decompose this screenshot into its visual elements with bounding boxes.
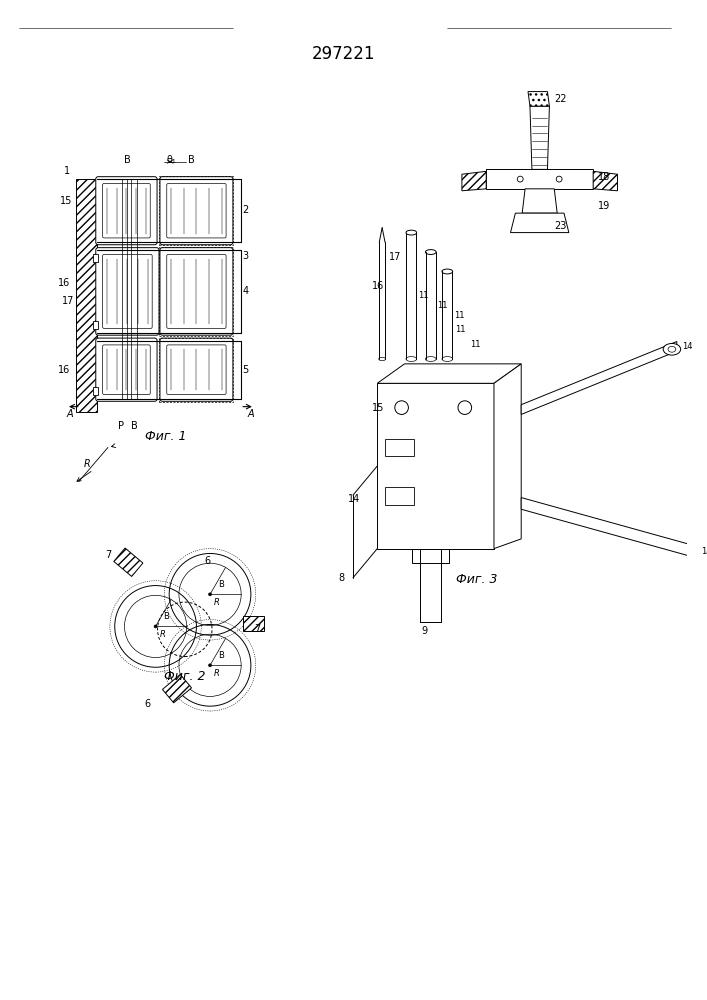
FancyBboxPatch shape bbox=[103, 254, 152, 328]
Text: Фиг. 2: Фиг. 2 bbox=[164, 670, 206, 683]
Polygon shape bbox=[494, 364, 521, 549]
Ellipse shape bbox=[668, 346, 676, 352]
FancyBboxPatch shape bbox=[160, 177, 233, 245]
FancyBboxPatch shape bbox=[160, 338, 233, 401]
Polygon shape bbox=[462, 171, 486, 191]
Text: B: B bbox=[187, 155, 194, 165]
Text: 18: 18 bbox=[598, 172, 610, 182]
Text: 8: 8 bbox=[339, 573, 344, 583]
Bar bbox=[385, 487, 414, 505]
Text: 11: 11 bbox=[455, 325, 466, 334]
Text: B: B bbox=[124, 155, 132, 165]
Text: 14: 14 bbox=[701, 547, 707, 556]
Text: 7: 7 bbox=[254, 624, 260, 634]
Text: R: R bbox=[214, 669, 220, 678]
Ellipse shape bbox=[663, 343, 681, 355]
Text: 297221: 297221 bbox=[312, 45, 375, 63]
Bar bbox=[412, 549, 449, 563]
Polygon shape bbox=[163, 674, 192, 703]
Text: 11: 11 bbox=[418, 291, 428, 300]
Polygon shape bbox=[510, 213, 569, 233]
Text: R: R bbox=[160, 630, 165, 639]
FancyBboxPatch shape bbox=[167, 254, 226, 328]
Text: Фиг. 3: Фиг. 3 bbox=[456, 573, 497, 586]
Text: 11: 11 bbox=[454, 311, 464, 320]
FancyBboxPatch shape bbox=[160, 248, 233, 335]
Text: 7: 7 bbox=[105, 550, 111, 560]
Polygon shape bbox=[522, 189, 557, 213]
Text: 4: 4 bbox=[242, 286, 248, 296]
Text: 16: 16 bbox=[373, 281, 385, 291]
Text: 11: 11 bbox=[469, 340, 480, 349]
Bar bbox=[93, 254, 98, 262]
Text: 17: 17 bbox=[389, 252, 402, 262]
FancyBboxPatch shape bbox=[103, 183, 150, 238]
Bar bbox=[93, 321, 98, 329]
FancyBboxPatch shape bbox=[95, 177, 157, 245]
Bar bbox=[93, 387, 98, 395]
Polygon shape bbox=[378, 383, 494, 549]
FancyBboxPatch shape bbox=[167, 183, 226, 238]
Text: B: B bbox=[163, 612, 169, 621]
Text: B: B bbox=[132, 421, 138, 431]
Text: R: R bbox=[214, 598, 220, 607]
Bar bbox=[76, 179, 98, 412]
FancyBboxPatch shape bbox=[95, 338, 157, 401]
Polygon shape bbox=[528, 92, 549, 106]
Text: A: A bbox=[248, 409, 255, 419]
Polygon shape bbox=[521, 498, 696, 558]
Text: 5: 5 bbox=[242, 365, 248, 375]
Polygon shape bbox=[521, 341, 677, 414]
Text: 15: 15 bbox=[373, 403, 385, 413]
Text: 22: 22 bbox=[554, 94, 567, 104]
Bar bbox=[160, 338, 233, 402]
Circle shape bbox=[209, 593, 211, 596]
Polygon shape bbox=[114, 548, 143, 576]
Text: 16: 16 bbox=[59, 365, 71, 375]
Text: 9: 9 bbox=[421, 626, 427, 636]
FancyBboxPatch shape bbox=[95, 248, 159, 335]
Ellipse shape bbox=[406, 230, 416, 235]
Text: 23: 23 bbox=[554, 221, 566, 231]
Text: R: R bbox=[83, 459, 90, 469]
FancyBboxPatch shape bbox=[103, 345, 150, 394]
Circle shape bbox=[154, 625, 157, 628]
Text: A: A bbox=[66, 409, 73, 419]
Ellipse shape bbox=[426, 250, 436, 254]
Text: 16: 16 bbox=[59, 278, 71, 288]
Bar bbox=[160, 176, 233, 245]
Text: 14: 14 bbox=[682, 342, 692, 351]
Text: 2: 2 bbox=[242, 205, 248, 215]
Text: B: B bbox=[218, 580, 223, 589]
FancyBboxPatch shape bbox=[167, 345, 226, 394]
Text: 11: 11 bbox=[438, 301, 448, 310]
Text: 14: 14 bbox=[348, 494, 361, 504]
Circle shape bbox=[395, 401, 409, 414]
Circle shape bbox=[209, 664, 211, 667]
Text: θ₁: θ₁ bbox=[166, 155, 176, 165]
Bar bbox=[486, 169, 593, 189]
Text: 1: 1 bbox=[64, 166, 70, 176]
Polygon shape bbox=[243, 616, 264, 631]
Bar bbox=[385, 439, 414, 456]
Circle shape bbox=[458, 401, 472, 414]
Text: B: B bbox=[218, 651, 223, 660]
Polygon shape bbox=[378, 364, 521, 383]
Text: 19: 19 bbox=[598, 201, 610, 211]
Text: 6: 6 bbox=[204, 556, 210, 566]
Text: P: P bbox=[117, 421, 124, 431]
Ellipse shape bbox=[442, 269, 452, 274]
Text: 17: 17 bbox=[62, 296, 75, 306]
Text: 15: 15 bbox=[60, 196, 73, 206]
Polygon shape bbox=[593, 171, 617, 191]
Text: 3: 3 bbox=[242, 251, 248, 261]
Text: 6: 6 bbox=[144, 699, 150, 709]
Text: Фиг. 1: Фиг. 1 bbox=[144, 430, 186, 443]
Bar bbox=[160, 247, 233, 336]
Polygon shape bbox=[530, 106, 549, 169]
